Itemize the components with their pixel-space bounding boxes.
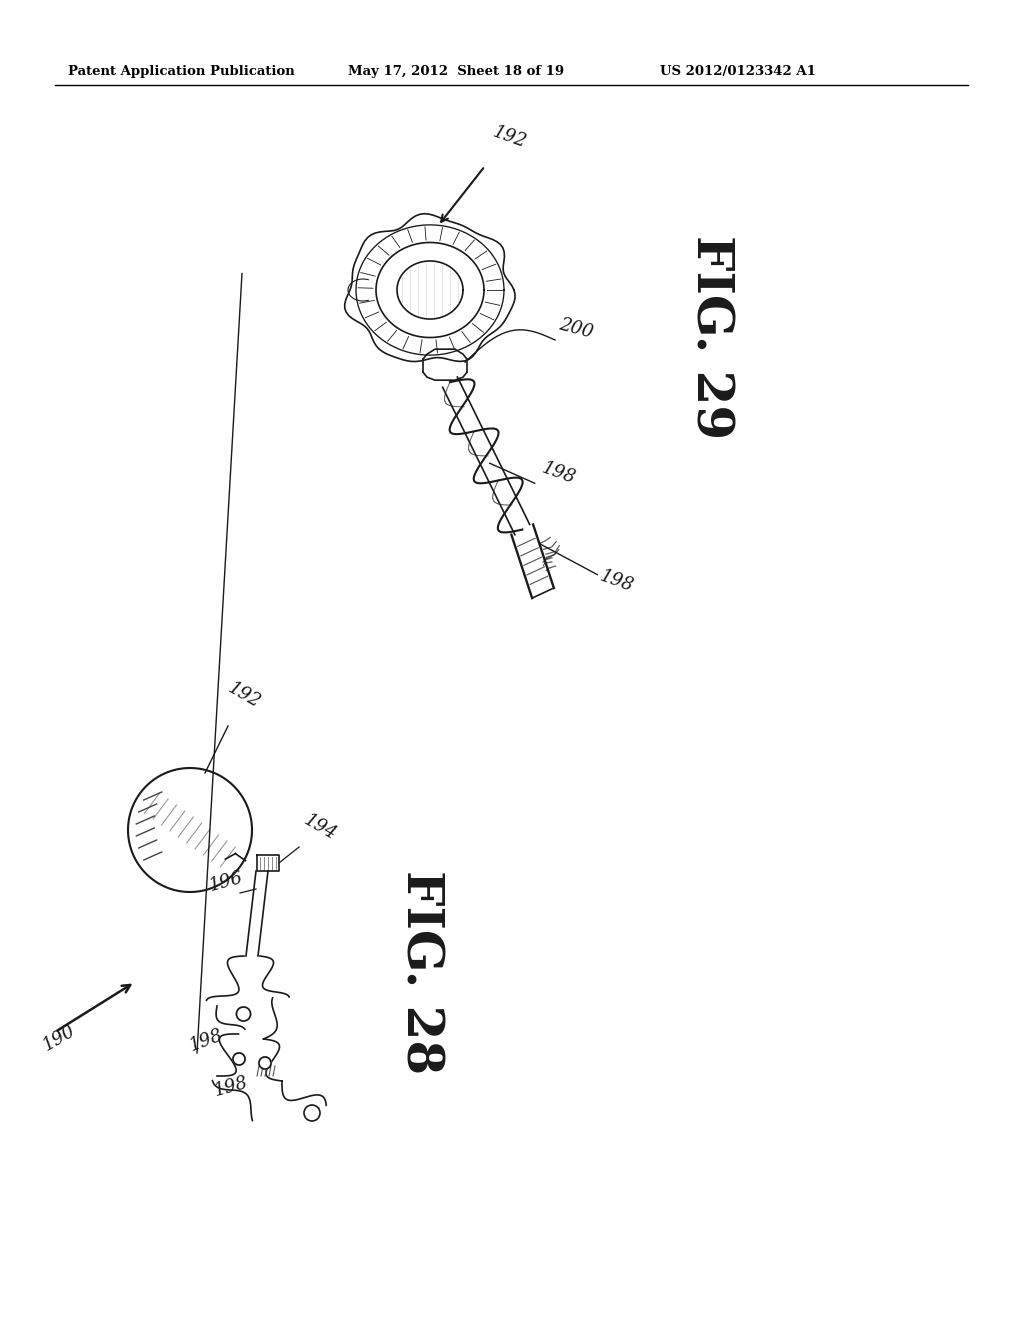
Circle shape: [304, 1105, 319, 1121]
Text: FIG. 29: FIG. 29: [685, 235, 734, 440]
Text: 200: 200: [557, 315, 595, 342]
Text: 190: 190: [40, 1022, 79, 1053]
Text: May 17, 2012  Sheet 18 of 19: May 17, 2012 Sheet 18 of 19: [348, 66, 564, 78]
Text: 196: 196: [207, 869, 245, 895]
Text: 192: 192: [225, 680, 264, 711]
Text: 192: 192: [490, 123, 528, 152]
Text: 198: 198: [597, 566, 636, 595]
Circle shape: [237, 1007, 251, 1020]
Circle shape: [233, 1053, 245, 1065]
Text: FIG. 28: FIG. 28: [395, 870, 444, 1074]
Text: 194: 194: [301, 812, 340, 843]
Text: 198: 198: [540, 458, 579, 487]
Circle shape: [259, 1057, 271, 1069]
Text: 198: 198: [212, 1073, 250, 1100]
Text: Patent Application Publication: Patent Application Publication: [68, 66, 295, 78]
Text: US 2012/0123342 A1: US 2012/0123342 A1: [660, 66, 816, 78]
Text: 198: 198: [187, 1026, 225, 1055]
